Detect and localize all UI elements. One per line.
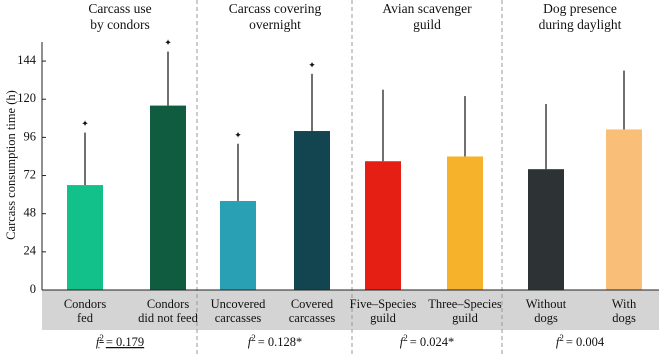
significance-marker: ✦ bbox=[164, 38, 172, 48]
x-tick-label: guild bbox=[370, 311, 396, 325]
y-tick-label: 0 bbox=[30, 282, 36, 296]
effect-symbol: f bbox=[556, 335, 561, 349]
group-title: guild bbox=[413, 17, 441, 32]
bar bbox=[606, 129, 642, 290]
x-tick-label: dogs bbox=[534, 311, 558, 325]
effect-power: 2 bbox=[99, 333, 104, 343]
effect-symbol: f bbox=[96, 335, 101, 349]
y-tick-label: 72 bbox=[24, 167, 37, 181]
group-title: during daylight bbox=[539, 17, 622, 32]
x-tick-label: Without bbox=[526, 297, 567, 311]
significance-marker: ✦ bbox=[308, 60, 316, 70]
group-title: by condors bbox=[90, 17, 150, 32]
group-title: Dog presence bbox=[543, 1, 617, 16]
x-tick-label: Three–Species bbox=[428, 297, 502, 311]
x-tick-label: dogs bbox=[612, 311, 636, 325]
category-band bbox=[42, 290, 659, 330]
group-title: Carcass covering bbox=[229, 1, 322, 16]
y-tick-label: 24 bbox=[24, 244, 37, 258]
y-axis-label: Carcass consumption time (h) bbox=[4, 90, 18, 240]
significance-marker: ✦ bbox=[81, 119, 89, 129]
x-tick-label: did not feed bbox=[138, 311, 198, 325]
effect-value: = 0.179 bbox=[106, 335, 144, 349]
x-tick-label: Condors bbox=[147, 297, 190, 311]
x-tick-label: Covered bbox=[291, 297, 334, 311]
effect-size: f2 = 0.179 bbox=[96, 333, 144, 349]
x-tick-label: carcasses bbox=[215, 311, 262, 325]
significance-marker: ✦ bbox=[234, 130, 242, 140]
effect-power: 2 bbox=[251, 333, 256, 343]
group-title: Carcass use bbox=[88, 1, 151, 16]
effect-power: 2 bbox=[403, 333, 408, 343]
effect-size: f2 = 0.004 bbox=[556, 333, 605, 349]
x-tick-label: fed bbox=[77, 311, 94, 325]
group-title: Avian scavenger bbox=[382, 1, 472, 16]
bar bbox=[365, 161, 401, 290]
x-tick-label: With bbox=[612, 297, 637, 311]
effect-value: = 0.128* bbox=[258, 335, 303, 349]
x-tick-label: carcasses bbox=[289, 311, 336, 325]
bar bbox=[150, 105, 186, 290]
y-tick-label: 120 bbox=[17, 91, 36, 105]
x-tick-label: Condors bbox=[64, 297, 107, 311]
x-tick-label: guild bbox=[452, 311, 478, 325]
y-tick-label: 48 bbox=[24, 206, 37, 220]
bar bbox=[67, 185, 103, 290]
bar bbox=[528, 169, 564, 290]
effect-size: f2 = 0.024* bbox=[400, 333, 455, 349]
effect-size: f2 = 0.128* bbox=[248, 333, 303, 349]
effect-value: = 0.004 bbox=[566, 335, 605, 349]
y-tick-label: 144 bbox=[17, 53, 37, 67]
effect-power: 2 bbox=[559, 333, 564, 343]
group-title: overnight bbox=[249, 17, 301, 32]
effect-symbol: f bbox=[248, 335, 253, 349]
effect-value: = 0.024* bbox=[410, 335, 455, 349]
bar bbox=[447, 156, 483, 290]
effect-symbol: f bbox=[400, 335, 405, 349]
bar bbox=[220, 200, 256, 290]
bar bbox=[294, 131, 330, 290]
y-tick-label: 96 bbox=[24, 129, 37, 143]
x-tick-label: Uncovered bbox=[211, 297, 267, 311]
x-tick-label: Five–Species bbox=[350, 297, 417, 311]
